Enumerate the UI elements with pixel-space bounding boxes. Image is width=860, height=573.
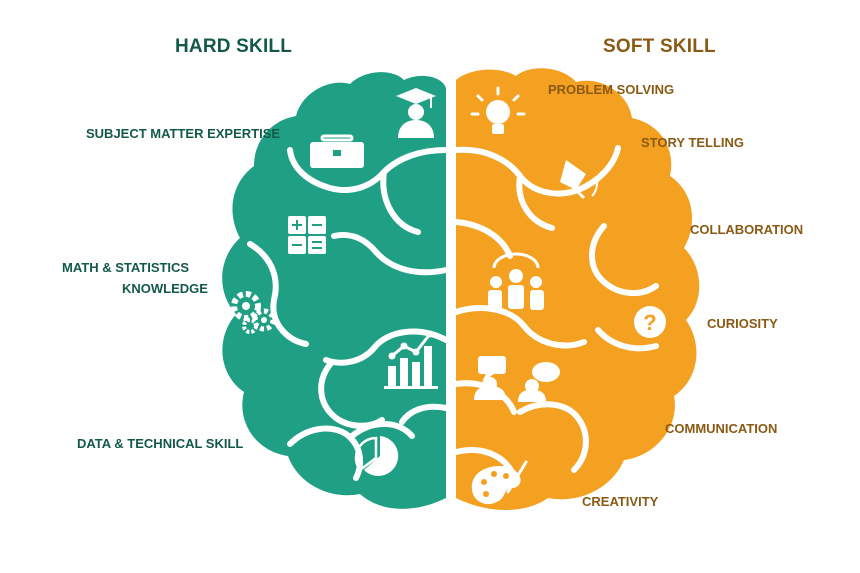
- soft-skill-label: CREATIVITY: [582, 494, 659, 509]
- conversation-icon: [474, 356, 560, 402]
- left-hemisphere: [222, 72, 446, 509]
- hard-skill-label: MATH & STATISTICS: [62, 260, 190, 275]
- left-folds: [247, 147, 449, 481]
- team-icon: [488, 252, 544, 310]
- soft-skill-label: STORY TELLING: [641, 135, 745, 150]
- line-bar-chart-icon: [384, 330, 438, 389]
- soft-skill-label: CURIOSITY: [707, 316, 778, 331]
- calculator-icon: [288, 216, 326, 254]
- soft-skill-heading: SOFT SKILL: [603, 36, 716, 57]
- hard-skill-label: SUBJECT MATTER EXPERTISE: [86, 126, 281, 141]
- pen-nib-icon: [560, 160, 603, 200]
- soft-skill-label: COLLABORATION: [690, 222, 804, 237]
- hard-skill-label: DATA & TECHNICAL SKILL: [77, 436, 244, 451]
- svg-text:?: ?: [643, 310, 656, 335]
- soft-skill-label: COMMUNICATION: [665, 421, 778, 436]
- palette-icon: [471, 460, 528, 505]
- briefcase-icon: [310, 134, 364, 168]
- hard-skill-label: KNOWLEDGE: [122, 281, 208, 296]
- pie-chart-icon: [354, 436, 399, 476]
- lightbulb-icon: [470, 86, 526, 134]
- gears-icon: [231, 291, 276, 334]
- soft-skill-label: PROBLEM SOLVING: [548, 82, 675, 97]
- hard-skill-heading: HARD SKILL: [175, 36, 293, 57]
- question-mark-icon: ?: [634, 306, 666, 338]
- graduate-icon: [396, 88, 436, 138]
